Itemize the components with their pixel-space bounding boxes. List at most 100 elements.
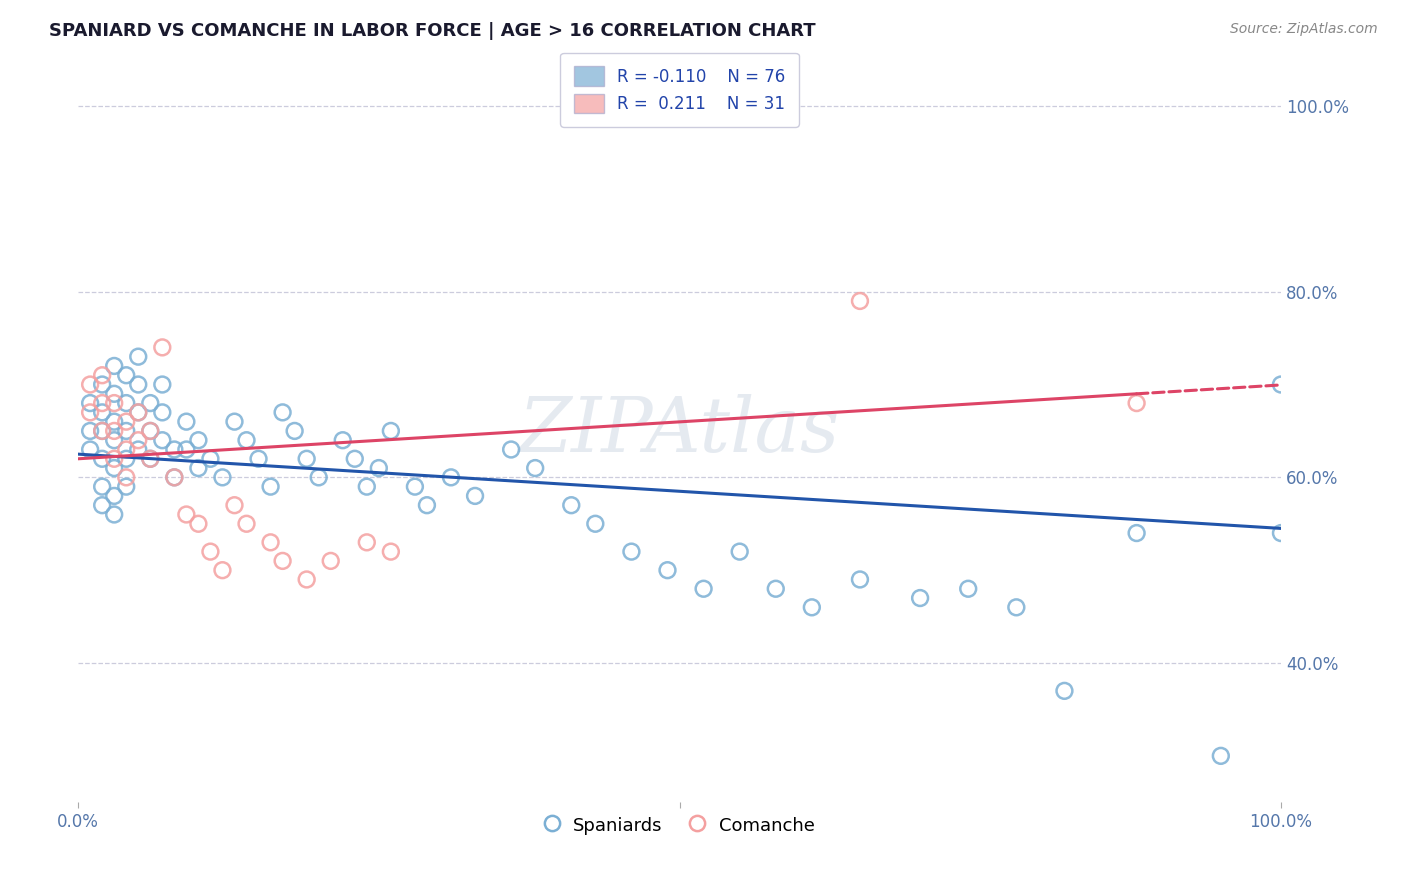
Spaniards xyxy=(1125,526,1147,541)
Spaniards xyxy=(127,442,149,457)
Text: ZIPAtlas: ZIPAtlas xyxy=(519,394,841,468)
Spaniards xyxy=(150,434,173,448)
Comanche xyxy=(139,424,162,438)
Comanche xyxy=(103,424,125,438)
Spaniards xyxy=(1005,600,1028,615)
Spaniards xyxy=(103,434,125,448)
Comanche xyxy=(356,535,378,549)
Spaniards xyxy=(103,508,125,522)
Comanche xyxy=(176,508,198,522)
Spaniards xyxy=(127,350,149,364)
Comanche xyxy=(91,368,114,383)
Comanche xyxy=(224,498,246,512)
Spaniards xyxy=(380,424,402,438)
Spaniards xyxy=(103,461,125,475)
Comanche xyxy=(127,405,149,419)
Spaniards xyxy=(139,451,162,466)
Spaniards xyxy=(139,424,162,438)
Comanche xyxy=(295,573,318,587)
Spaniards xyxy=(91,377,114,392)
Spaniards xyxy=(524,461,547,475)
Comanche xyxy=(115,415,138,429)
Spaniards xyxy=(150,377,173,392)
Comanche xyxy=(200,544,222,558)
Spaniards xyxy=(163,470,186,484)
Spaniards xyxy=(235,434,257,448)
Spaniards xyxy=(1053,684,1076,698)
Spaniards xyxy=(332,434,354,448)
Comanche xyxy=(150,340,173,354)
Comanche xyxy=(115,442,138,457)
Spaniards xyxy=(1209,748,1232,763)
Spaniards xyxy=(501,442,523,457)
Spaniards xyxy=(464,489,486,503)
Spaniards xyxy=(103,415,125,429)
Spaniards xyxy=(115,396,138,410)
Spaniards xyxy=(163,442,186,457)
Spaniards xyxy=(1270,526,1292,541)
Spaniards xyxy=(271,405,294,419)
Spaniards xyxy=(91,424,114,438)
Comanche xyxy=(271,554,294,568)
Legend: Spaniards, Comanche: Spaniards, Comanche xyxy=(536,805,824,846)
Spaniards xyxy=(115,451,138,466)
Spaniards xyxy=(247,451,270,466)
Comanche xyxy=(187,516,209,531)
Spaniards xyxy=(150,405,173,419)
Comanche xyxy=(103,451,125,466)
Spaniards xyxy=(91,480,114,494)
Comanche xyxy=(380,544,402,558)
Spaniards xyxy=(187,461,209,475)
Comanche xyxy=(163,470,186,484)
Spaniards xyxy=(440,470,463,484)
Spaniards xyxy=(200,451,222,466)
Spaniards xyxy=(416,498,439,512)
Spaniards xyxy=(79,424,101,438)
Comanche xyxy=(127,434,149,448)
Spaniards xyxy=(728,544,751,558)
Text: Source: ZipAtlas.com: Source: ZipAtlas.com xyxy=(1230,22,1378,37)
Comanche xyxy=(103,396,125,410)
Spaniards xyxy=(187,434,209,448)
Spaniards xyxy=(284,424,307,438)
Spaniards xyxy=(849,573,872,587)
Spaniards xyxy=(404,480,426,494)
Spaniards xyxy=(115,424,138,438)
Comanche xyxy=(319,554,342,568)
Spaniards xyxy=(127,377,149,392)
Spaniards xyxy=(103,489,125,503)
Spaniards xyxy=(91,451,114,466)
Spaniards xyxy=(620,544,643,558)
Spaniards xyxy=(583,516,606,531)
Text: SPANIARD VS COMANCHE IN LABOR FORCE | AGE > 16 CORRELATION CHART: SPANIARD VS COMANCHE IN LABOR FORCE | AG… xyxy=(49,22,815,40)
Spaniards xyxy=(115,480,138,494)
Spaniards xyxy=(765,582,787,596)
Spaniards xyxy=(908,591,931,605)
Spaniards xyxy=(657,563,679,577)
Spaniards xyxy=(224,415,246,429)
Spaniards xyxy=(211,470,233,484)
Spaniards xyxy=(308,470,330,484)
Comanche xyxy=(79,377,101,392)
Comanche xyxy=(849,293,872,308)
Spaniards xyxy=(259,480,281,494)
Spaniards xyxy=(79,442,101,457)
Comanche xyxy=(235,516,257,531)
Spaniards xyxy=(79,396,101,410)
Comanche xyxy=(259,535,281,549)
Spaniards xyxy=(91,405,114,419)
Spaniards xyxy=(139,396,162,410)
Spaniards xyxy=(91,498,114,512)
Spaniards xyxy=(103,359,125,373)
Comanche xyxy=(91,396,114,410)
Spaniards xyxy=(560,498,582,512)
Spaniards xyxy=(692,582,714,596)
Spaniards xyxy=(103,386,125,401)
Spaniards xyxy=(1270,377,1292,392)
Comanche xyxy=(211,563,233,577)
Spaniards xyxy=(115,368,138,383)
Spaniards xyxy=(127,405,149,419)
Spaniards xyxy=(957,582,980,596)
Spaniards xyxy=(367,461,389,475)
Spaniards xyxy=(800,600,823,615)
